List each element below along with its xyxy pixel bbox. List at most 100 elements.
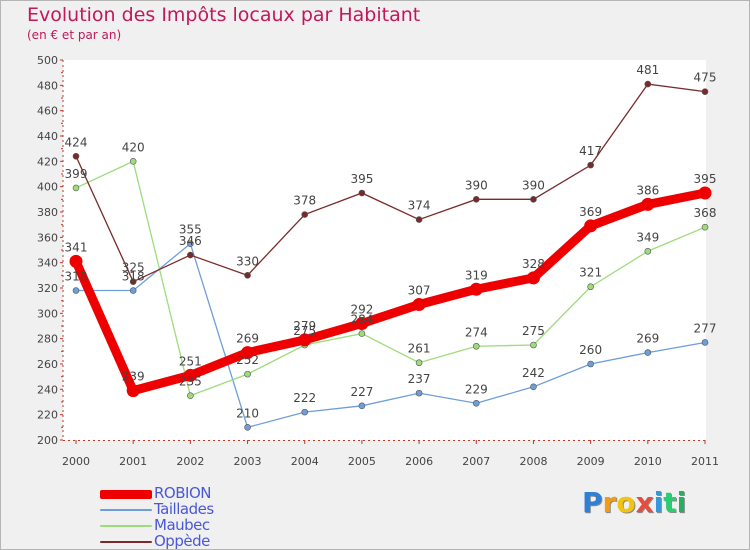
data-point-taillades bbox=[358, 402, 366, 410]
data-label-taillades: 222 bbox=[293, 391, 316, 405]
data-point-maubec bbox=[187, 392, 194, 399]
data-point-taillades bbox=[587, 360, 594, 368]
data-label-robion: 251 bbox=[179, 354, 202, 368]
data-point-oppde bbox=[358, 189, 366, 197]
data-point-maubec bbox=[472, 342, 480, 350]
data-point-maubec bbox=[587, 283, 594, 291]
data-label-taillades: 269 bbox=[636, 332, 659, 346]
data-point-taillades bbox=[530, 383, 537, 391]
y-tick-label: 320 bbox=[37, 282, 58, 295]
x-tick-label: 2009 bbox=[577, 455, 605, 468]
y-tick-label: 280 bbox=[37, 333, 58, 346]
logo-letter: i bbox=[653, 486, 664, 519]
data-point-robion bbox=[69, 254, 83, 268]
data-label-maubec: 368 bbox=[694, 206, 717, 220]
data-point-robion bbox=[241, 346, 255, 360]
data-point-taillades bbox=[301, 408, 309, 416]
data-point-taillades bbox=[644, 349, 652, 356]
data-label-maubec: 399 bbox=[65, 167, 88, 181]
data-label-oppde: 325 bbox=[122, 261, 145, 275]
y-tick-label: 200 bbox=[37, 434, 58, 447]
logo-letter: i bbox=[676, 486, 687, 519]
data-label-taillades: 229 bbox=[465, 382, 488, 396]
logo-letter: t bbox=[663, 486, 677, 519]
data-label-robion: 269 bbox=[236, 332, 259, 346]
legend-label-taillades: Taillades bbox=[154, 500, 214, 518]
data-label-oppde: 424 bbox=[65, 135, 88, 149]
data-point-oppde bbox=[187, 251, 194, 259]
data-point-taillades bbox=[701, 339, 709, 346]
logo-letter: o bbox=[616, 486, 636, 519]
data-label-oppde: 330 bbox=[236, 254, 259, 268]
data-point-oppde bbox=[415, 216, 423, 223]
data-label-maubec: 252 bbox=[236, 353, 259, 367]
x-tick-label: 2004 bbox=[291, 455, 319, 468]
data-label-maubec: 261 bbox=[408, 342, 431, 356]
data-point-robion bbox=[526, 271, 540, 285]
data-label-oppde: 346 bbox=[179, 234, 202, 248]
y-tick-label: 300 bbox=[37, 307, 58, 320]
data-label-maubec: 284 bbox=[350, 313, 373, 327]
y-tick-label: 340 bbox=[37, 257, 58, 270]
series-line-taillades bbox=[76, 242, 706, 429]
data-label-oppde: 390 bbox=[522, 178, 545, 192]
logo-letter: x bbox=[635, 486, 654, 519]
data-label-taillades: 318 bbox=[65, 270, 88, 284]
x-tick-label: 2003 bbox=[234, 455, 262, 468]
y-tick-label: 440 bbox=[37, 130, 58, 143]
x-tick-label: 2010 bbox=[634, 455, 662, 468]
data-label-robion: 279 bbox=[293, 319, 316, 333]
y-tick-label: 480 bbox=[37, 79, 58, 92]
data-label-maubec: 235 bbox=[179, 375, 202, 389]
data-point-robion bbox=[298, 333, 312, 347]
data-point-maubec bbox=[129, 158, 137, 165]
data-point-taillades bbox=[187, 240, 194, 247]
legend-swatch-oppede bbox=[100, 541, 152, 543]
data-label-taillades: 242 bbox=[522, 366, 545, 380]
data-label-taillades: 318 bbox=[122, 270, 145, 284]
x-tick-label: 2008 bbox=[519, 455, 547, 468]
legend-swatch-robion bbox=[100, 490, 152, 499]
data-point-robion bbox=[183, 368, 197, 382]
logo-letter: P bbox=[582, 486, 603, 519]
data-point-robion bbox=[641, 197, 655, 211]
data-point-oppde bbox=[72, 152, 80, 160]
data-point-robion bbox=[412, 297, 426, 311]
data-point-oppde bbox=[472, 196, 480, 203]
data-point-maubec bbox=[415, 359, 423, 367]
data-point-oppde bbox=[587, 161, 594, 169]
y-tick-label: 380 bbox=[37, 206, 58, 219]
x-tick-label: 2011 bbox=[691, 455, 719, 468]
data-point-robion bbox=[469, 282, 483, 296]
y-tick-label: 420 bbox=[37, 155, 58, 168]
data-label-taillades: 355 bbox=[179, 223, 202, 237]
y-tick-label: 260 bbox=[37, 358, 58, 371]
series-line-robion bbox=[71, 188, 710, 396]
data-point-oppde bbox=[530, 196, 537, 203]
data-label-oppde: 374 bbox=[408, 199, 431, 213]
data-label-maubec: 321 bbox=[579, 266, 602, 280]
data-point-maubec bbox=[72, 184, 80, 192]
legend-label-oppede: Oppède bbox=[154, 532, 210, 550]
data-label-oppde: 475 bbox=[694, 71, 717, 85]
data-point-robion bbox=[584, 219, 598, 233]
y-tick-label: 500 bbox=[37, 54, 58, 67]
data-label-oppde: 481 bbox=[636, 63, 659, 77]
data-label-robion: 292 bbox=[350, 302, 373, 316]
x-tick-label: 2000 bbox=[62, 455, 90, 468]
data-point-oppde bbox=[129, 278, 137, 285]
data-label-taillades: 227 bbox=[350, 385, 373, 399]
legend-label-maubec: Maubec bbox=[154, 516, 210, 534]
legend-swatch-taillades bbox=[100, 509, 152, 511]
data-label-maubec: 274 bbox=[465, 325, 488, 339]
logo-letter: r bbox=[602, 486, 617, 519]
data-point-taillades bbox=[129, 287, 137, 294]
data-point-maubec bbox=[244, 370, 251, 378]
y-tick-label: 360 bbox=[37, 231, 58, 244]
x-tick-label: 2002 bbox=[176, 455, 204, 468]
data-label-robion: 369 bbox=[579, 205, 602, 219]
data-label-robion: 341 bbox=[65, 240, 88, 254]
y-tick-label: 460 bbox=[37, 105, 58, 118]
data-point-taillades bbox=[415, 389, 423, 397]
data-label-robion: 386 bbox=[636, 183, 659, 197]
